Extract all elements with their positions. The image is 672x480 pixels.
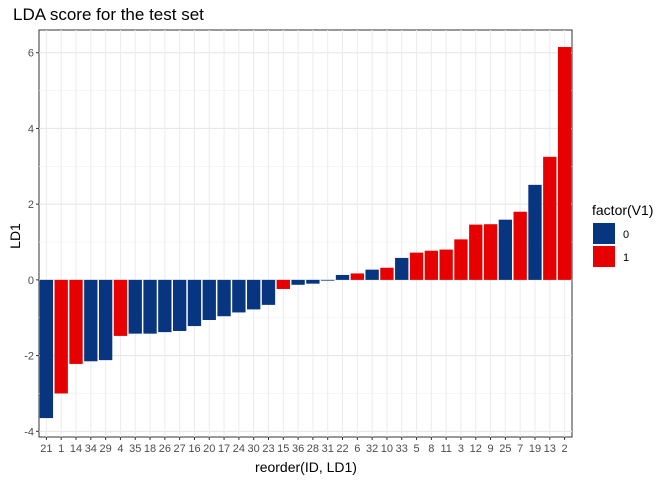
- bars: [39, 47, 572, 419]
- x-tick-label: 9: [488, 443, 494, 455]
- bar-18: [143, 279, 157, 334]
- bar-27: [172, 279, 187, 331]
- y-tick-label: 2: [28, 199, 34, 211]
- bar-1: [54, 279, 68, 394]
- bar-36: [291, 279, 305, 285]
- x-tick-label: 13: [544, 443, 556, 455]
- x-tick-label: 17: [218, 443, 230, 455]
- legend-label-0: 0: [623, 229, 629, 241]
- bar-31: [321, 279, 335, 281]
- x-tick-label: 14: [70, 443, 82, 455]
- legend-label-1: 1: [623, 252, 629, 264]
- bar-29: [98, 279, 113, 361]
- bar-25: [498, 219, 513, 280]
- x-tick-label: 28: [307, 443, 319, 455]
- x-tick-label: 31: [322, 443, 334, 455]
- bar-32: [365, 269, 379, 280]
- bar-19: [528, 184, 542, 280]
- bar-4: [113, 279, 128, 336]
- x-tick-label: 8: [428, 443, 434, 455]
- x-tick-label: 10: [381, 443, 393, 455]
- x-tick-label: 21: [40, 443, 52, 455]
- y-tick-label: 6: [28, 48, 34, 60]
- x-tick-label: 35: [129, 443, 141, 455]
- x-tick-label: 30: [248, 443, 260, 455]
- y-tick-label: -2: [24, 351, 34, 363]
- bar-23: [261, 279, 276, 305]
- x-tick-label: 22: [336, 443, 348, 455]
- x-axis-title: reorder(ID, LD1): [255, 459, 357, 475]
- bar-3: [454, 239, 468, 280]
- x-tick-label: 2: [562, 443, 568, 455]
- legend-title: factor(V1): [592, 202, 653, 218]
- x-tick-label: 24: [233, 443, 245, 455]
- y-axis-ticks: -4 -2 0 2 4 6: [24, 48, 39, 438]
- bar-20: [202, 279, 216, 321]
- legend-key-1: [593, 246, 615, 267]
- x-tick-label: 18: [144, 443, 156, 455]
- bar-21: [39, 279, 54, 419]
- x-tick-label: 34: [85, 443, 97, 455]
- bar-7: [513, 211, 527, 280]
- legend-key-0: [593, 223, 615, 244]
- bar-9: [483, 224, 498, 280]
- y-tick-label: -4: [24, 426, 34, 438]
- y-axis-title: LD1: [7, 223, 23, 249]
- bar-6: [350, 273, 364, 280]
- x-tick-label: 4: [117, 443, 123, 455]
- x-tick-label: 29: [100, 443, 112, 455]
- plot-panel: [38, 29, 573, 438]
- bar-10: [380, 267, 394, 280]
- x-tick-label: 25: [499, 443, 511, 455]
- panel-border: [38, 29, 573, 438]
- bar-28: [306, 279, 320, 284]
- chart-title: LDA score for the test set: [13, 5, 204, 24]
- x-tick-label: 1: [58, 443, 64, 455]
- x-tick-label: 23: [262, 443, 274, 455]
- bar-12: [469, 224, 483, 280]
- bar-8: [424, 250, 439, 280]
- bar-11: [439, 249, 453, 280]
- x-tick-label: 6: [354, 443, 360, 455]
- x-tick-label: 19: [529, 443, 541, 455]
- x-tick-label: 33: [396, 443, 408, 455]
- bar-26: [158, 279, 172, 333]
- bar-17: [217, 279, 231, 317]
- x-tick-label: 7: [517, 443, 523, 455]
- bar-16: [187, 279, 202, 327]
- x-tick-label: 5: [413, 443, 419, 455]
- x-tick-label: 15: [277, 443, 289, 455]
- x-axis-ticks: 21 1 14 34 29 4 35 18 26 27 16 20 17 24 30 23 15 36 28 31 22…: [40, 437, 568, 455]
- x-tick-label: 32: [366, 443, 378, 455]
- x-tick-label: 36: [292, 443, 304, 455]
- y-tick-label: 0: [28, 275, 34, 287]
- x-tick-label: 26: [159, 443, 171, 455]
- x-tick-label: 20: [203, 443, 215, 455]
- x-tick-label: 27: [174, 443, 186, 455]
- x-tick-label: 11: [440, 443, 451, 455]
- bar-33: [395, 257, 409, 280]
- bar-5: [409, 252, 424, 280]
- bar-35: [128, 279, 142, 334]
- bar-14: [69, 279, 83, 364]
- bar-13: [543, 156, 557, 280]
- x-tick-label: 3: [458, 443, 464, 455]
- y-tick-label: 4: [28, 123, 34, 135]
- legend: factor(V1) 0 1: [592, 202, 653, 267]
- bar-34: [84, 279, 98, 362]
- bar-15: [276, 279, 290, 289]
- bar-2: [557, 47, 572, 280]
- x-tick-label: 12: [470, 443, 482, 455]
- x-tick-label: 16: [188, 443, 200, 455]
- bar-24: [232, 279, 246, 313]
- bar-22: [335, 274, 350, 280]
- bar-30: [247, 279, 261, 310]
